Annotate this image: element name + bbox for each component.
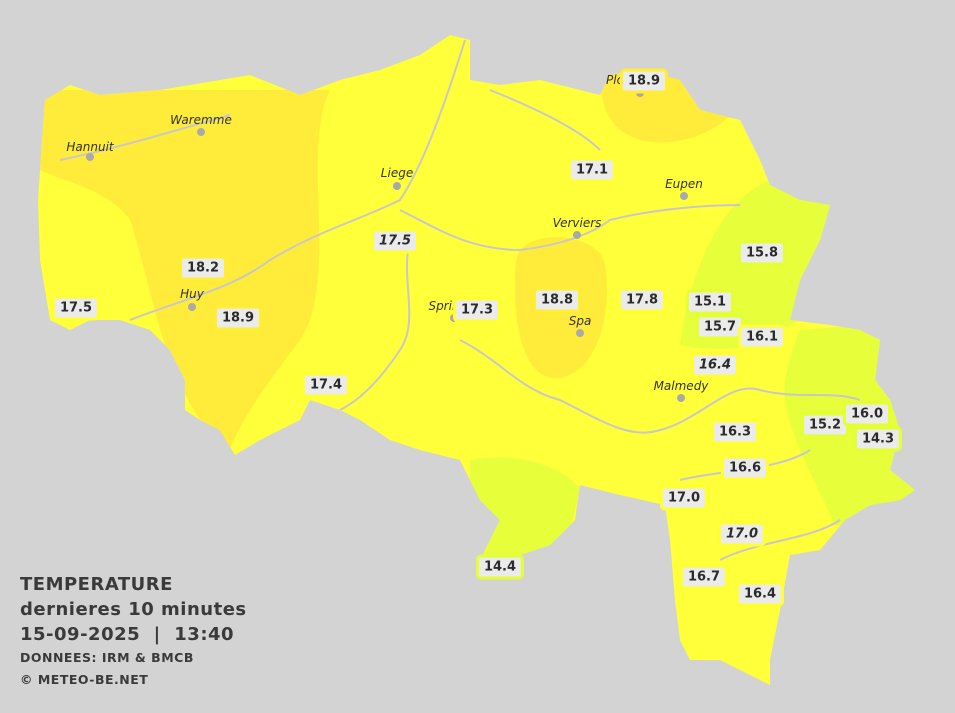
temperature-label: 17.8 — [617, 287, 667, 313]
temperature-label: 16.4 — [690, 352, 740, 378]
city-dot — [188, 303, 196, 311]
temperature-label: 16.3 — [710, 419, 760, 445]
legend-source: DONNEES: IRM & BMCB — [20, 650, 194, 665]
temperature-label: 17.3 — [452, 297, 502, 323]
city-dot — [197, 128, 205, 136]
temperature-label: 16.4 — [735, 581, 785, 607]
city-dot — [393, 182, 401, 190]
zone-lime-south — [470, 457, 580, 585]
temperature-label: 16.6 — [720, 455, 770, 481]
rivers — [59, 39, 861, 561]
legend-subtitle: dernieres 10 minutes — [20, 599, 247, 620]
city-label: Sprin — [428, 299, 460, 313]
city-label: Malmedy — [653, 379, 709, 393]
temperature-label: 17.5 — [370, 228, 420, 254]
temperature-label: 17.5 — [51, 295, 101, 321]
temperature-label: 14.3 — [853, 426, 903, 452]
temperature-label: 18.9 — [213, 305, 263, 331]
temperature-label: 17.1 — [567, 157, 617, 183]
temperature-label: 16.1 — [737, 324, 787, 350]
temperature-label: 17.4 — [301, 372, 351, 398]
legend: TEMPERATURE dernieres 10 minutes 15-09-2… — [20, 572, 247, 691]
city-dot — [86, 153, 94, 161]
city-label: Eupen — [665, 177, 703, 191]
city-label: Verviers — [552, 216, 602, 230]
temperature-label: 18.2 — [178, 255, 228, 281]
city-label: Spa — [568, 314, 592, 328]
temperature-label: 15.8 — [737, 240, 787, 266]
temperature-label: 15.7 — [695, 314, 745, 340]
city-label: Huy — [180, 287, 204, 301]
temperature-label: 15.1 — [685, 289, 735, 315]
temperature-label: 14.4 — [475, 554, 525, 580]
temperature-label: 16.0 — [842, 401, 892, 427]
temperature-label: 16.7 — [679, 564, 729, 590]
city-label: Hannuit — [66, 140, 114, 154]
city-label: Waremme — [170, 113, 232, 127]
city-label: Liege — [380, 166, 414, 180]
legend-copyright: © METEO-BE.NET — [20, 672, 149, 687]
temperature-label: 15.2 — [800, 412, 850, 438]
temperature-label: 18.9 — [619, 68, 669, 94]
city-dot — [576, 329, 584, 337]
city-dot — [573, 231, 581, 239]
city-label: Plo — [606, 73, 624, 87]
legend-title: TEMPERATURE — [20, 574, 173, 595]
city-dot — [680, 192, 688, 200]
temperature-label: 17.0 — [659, 485, 709, 511]
legend-datetime: 15-09-2025 | 13:40 — [20, 624, 235, 645]
city-dot — [677, 394, 685, 402]
temperature-label: 17.0 — [717, 521, 767, 547]
temperature-label: 18.8 — [532, 287, 582, 313]
